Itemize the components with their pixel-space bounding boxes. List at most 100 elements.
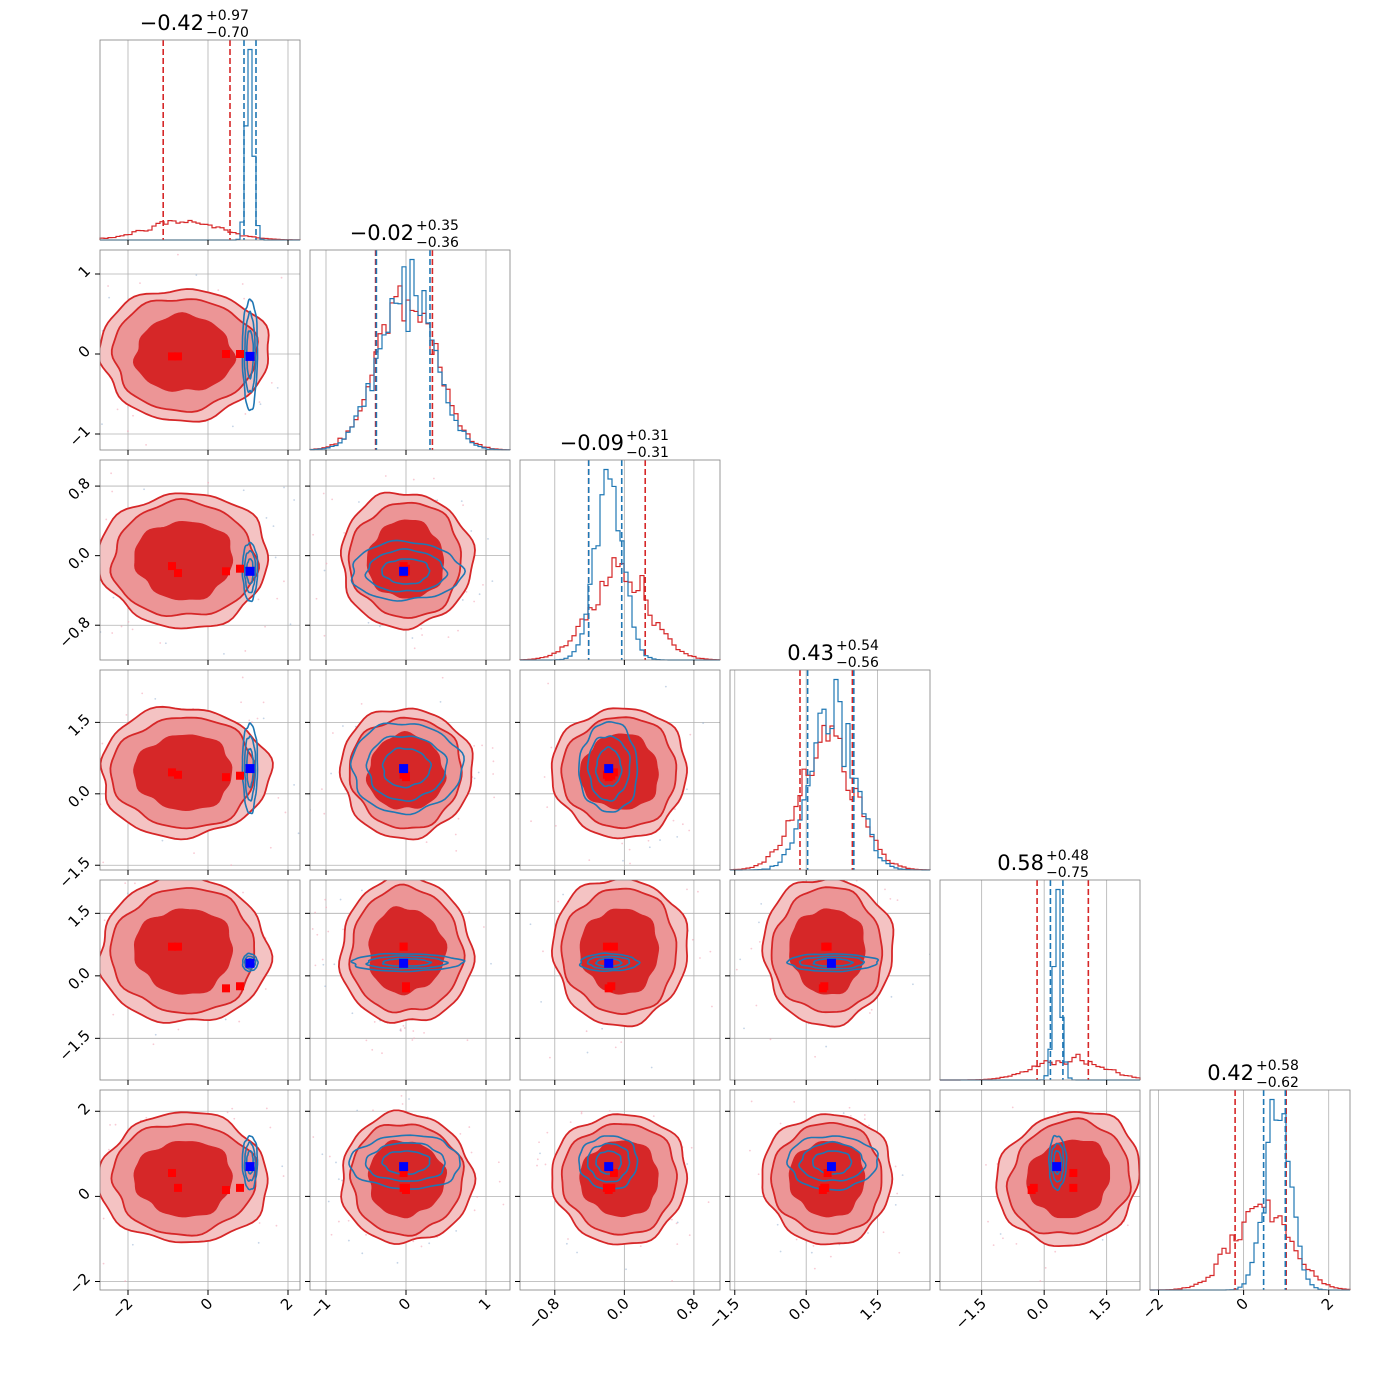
y-tick-label: −1.5 bbox=[56, 1026, 94, 1064]
sample-point bbox=[661, 876, 663, 878]
blue-contour-1 bbox=[241, 722, 259, 815]
red-contour-inner bbox=[1026, 1139, 1111, 1219]
sample-point bbox=[825, 1045, 828, 1048]
sample-point bbox=[259, 403, 262, 406]
sample-point bbox=[1054, 1250, 1057, 1253]
diag-title: −0.02 bbox=[350, 221, 414, 245]
sample-point bbox=[321, 1153, 324, 1156]
sample-point bbox=[305, 733, 307, 735]
panel-frame bbox=[729, 879, 931, 1081]
sample-point bbox=[776, 1223, 779, 1226]
sample-point bbox=[554, 824, 557, 827]
sample-point bbox=[912, 983, 914, 986]
sample-point bbox=[455, 849, 458, 852]
red-histogram bbox=[729, 724, 931, 871]
sample-point bbox=[110, 472, 113, 475]
panel-frame bbox=[519, 459, 721, 661]
sample-point bbox=[293, 499, 296, 501]
panel-frame bbox=[729, 669, 931, 871]
x-tick-label: 0 bbox=[197, 1294, 216, 1313]
sample-point bbox=[493, 796, 496, 799]
sample-point bbox=[274, 556, 277, 559]
panel-content bbox=[520, 670, 720, 870]
panel-4-2 bbox=[305, 669, 511, 875]
panel-6-5 bbox=[939, 1086, 1192, 1291]
blue-histogram bbox=[940, 888, 1140, 1081]
sample-point bbox=[112, 596, 115, 599]
sample-point bbox=[478, 593, 481, 596]
sample-point bbox=[283, 580, 285, 583]
sample-point bbox=[102, 1217, 105, 1220]
blue-marker bbox=[399, 764, 409, 774]
x-tick-label: 1.5 bbox=[1086, 1294, 1116, 1324]
panel-frame bbox=[309, 459, 511, 661]
sample-point bbox=[231, 1107, 234, 1110]
sample-point bbox=[1049, 1086, 1051, 1088]
panel-frame bbox=[309, 1089, 511, 1291]
diag-title: −0.09 bbox=[560, 431, 624, 455]
sample-point bbox=[549, 1056, 551, 1059]
blue-contour-2 bbox=[586, 735, 631, 802]
sample-point bbox=[702, 722, 705, 725]
sample-point bbox=[402, 1024, 405, 1027]
sample-point bbox=[601, 1027, 604, 1030]
sample-point bbox=[243, 297, 246, 300]
sample-point bbox=[676, 1221, 679, 1224]
sample-point bbox=[750, 1100, 753, 1103]
sample-point bbox=[465, 590, 468, 593]
sample-point bbox=[628, 848, 631, 851]
red-marker bbox=[609, 942, 618, 951]
sample-point bbox=[428, 1091, 430, 1093]
panel-content bbox=[100, 1085, 300, 1290]
sample-point bbox=[101, 423, 103, 426]
sample-point bbox=[131, 1243, 134, 1246]
sample-point bbox=[48, 956, 50, 958]
sample-point bbox=[901, 1174, 904, 1177]
sample-point bbox=[441, 873, 443, 875]
sample-point bbox=[760, 902, 763, 905]
x-tick-label: 0.0 bbox=[1023, 1294, 1053, 1324]
sample-point bbox=[1101, 1238, 1104, 1241]
sample-point bbox=[758, 921, 760, 924]
sample-point bbox=[1190, 1155, 1192, 1157]
blue-marker bbox=[826, 1162, 836, 1172]
blue-contour-2 bbox=[243, 549, 257, 594]
sample-point bbox=[56, 605, 58, 607]
panel-frame bbox=[729, 1089, 931, 1291]
sample-point bbox=[565, 1242, 568, 1245]
sample-point bbox=[371, 1048, 374, 1051]
sample-point bbox=[1126, 1224, 1129, 1227]
sample-point bbox=[240, 701, 242, 704]
sample-point bbox=[473, 777, 476, 780]
sample-point bbox=[134, 882, 136, 885]
sample-point bbox=[839, 849, 841, 851]
sample-point bbox=[618, 870, 620, 872]
blue-contour-2 bbox=[798, 955, 866, 970]
sample-point bbox=[672, 819, 675, 822]
sample-point bbox=[843, 872, 845, 874]
blue-contour-2 bbox=[586, 955, 631, 970]
sample-point bbox=[258, 1222, 261, 1224]
sample-point bbox=[45, 566, 47, 568]
panel-content bbox=[730, 849, 930, 1080]
sample-point bbox=[238, 1020, 241, 1023]
sample-point bbox=[420, 1245, 423, 1248]
sample-point bbox=[32, 758, 34, 760]
sample-point bbox=[423, 1032, 425, 1034]
red-marker bbox=[236, 564, 244, 573]
red-marker bbox=[236, 1183, 244, 1192]
panel-content bbox=[310, 460, 510, 660]
panel-6-3 bbox=[519, 1089, 721, 1291]
sample-point bbox=[212, 1085, 214, 1087]
sample-point bbox=[293, 784, 295, 786]
x-tick-label: 1.5 bbox=[857, 1294, 887, 1324]
diag-title-lower: −0.36 bbox=[416, 235, 459, 251]
sample-point bbox=[432, 477, 435, 480]
red-contour-inner bbox=[367, 1139, 448, 1219]
sample-point bbox=[834, 872, 836, 874]
red-contour-inner bbox=[579, 733, 659, 810]
sample-point bbox=[379, 625, 381, 628]
sample-point bbox=[663, 837, 665, 839]
sample-point bbox=[72, 780, 74, 782]
